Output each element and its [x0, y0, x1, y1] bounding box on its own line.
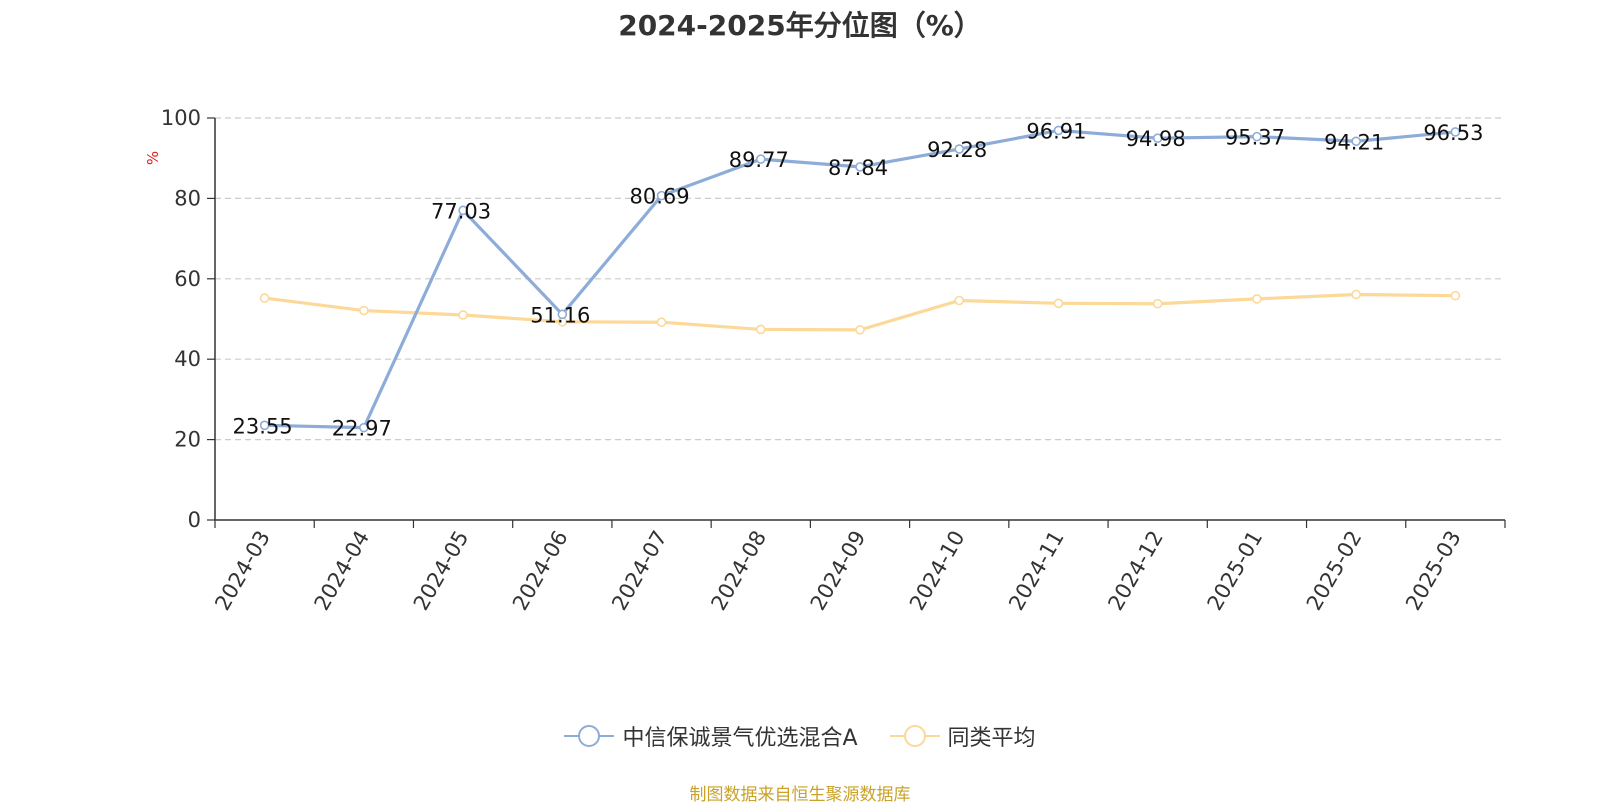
x-tick-label: 2024-04 — [310, 527, 375, 615]
data-label: 87.84 — [828, 156, 888, 180]
data-point — [458, 205, 468, 216]
x-tick-label: 2025-01 — [1203, 527, 1268, 615]
legend-marker-icon — [889, 725, 940, 747]
data-point — [1053, 298, 1064, 309]
data-point — [1351, 136, 1361, 147]
data-point — [1152, 298, 1163, 309]
data-label: 94.21 — [1324, 130, 1384, 154]
series-line — [264, 292, 1456, 332]
data-point — [1053, 125, 1064, 136]
data-label: 23.55 — [233, 414, 293, 438]
data-label: 96.53 — [1423, 121, 1483, 145]
legend-marker-icon — [564, 725, 615, 747]
data-point — [259, 293, 270, 303]
source-note: 制图数据来自恒生聚源数据库 — [689, 785, 911, 805]
data-point — [359, 305, 369, 316]
chart-title: 2024-2025年分位图（%） — [618, 9, 982, 42]
data-point — [855, 325, 865, 335]
data-point — [656, 190, 667, 201]
y-tick-label: 80 — [174, 186, 201, 210]
legend-label: 同类平均 — [947, 726, 1036, 751]
y-tick-label: 40 — [174, 347, 201, 371]
data-label: 92.28 — [927, 138, 987, 162]
data-point — [1351, 289, 1361, 300]
y-tick-label: 20 — [174, 428, 201, 452]
data-label: 77.03 — [431, 199, 491, 223]
legend-item[interactable]: 中信保诚景气优选混合A — [564, 720, 858, 752]
y-axis-label: % — [144, 151, 162, 165]
data-label: 96.91 — [1026, 119, 1086, 143]
data-point — [557, 309, 568, 320]
x-tick-label: 2024-08 — [706, 527, 771, 615]
data-point — [954, 144, 965, 154]
data-label: 89.77 — [729, 148, 789, 172]
data-point — [954, 295, 965, 306]
data-label: 80.69 — [629, 185, 689, 209]
line-chart: 0 20 40 60 80 100% 2024-03 2024-04 2024-05 2024-0… — [144, 106, 1506, 615]
data-label: 95.37 — [1225, 126, 1285, 150]
data-label: 51.16 — [530, 303, 590, 327]
y-tick-label: 60 — [174, 267, 201, 291]
x-tick-label: 2024-11 — [1004, 527, 1069, 615]
data-point — [1252, 131, 1262, 142]
legend-item[interactable]: 同类平均 — [889, 720, 1036, 752]
x-tick-label: 2025-03 — [1401, 527, 1466, 615]
x-tick-label: 2024-12 — [1103, 527, 1168, 615]
legend-label: 中信保诚景气优选混合A — [622, 726, 858, 751]
data-point — [458, 310, 468, 320]
x-tick-label: 2024-10 — [905, 527, 970, 615]
data-point — [1152, 133, 1163, 143]
y-tick-label: 0 — [188, 508, 201, 532]
x-tick-label: 2024-03 — [210, 527, 275, 615]
data-point — [359, 422, 369, 433]
x-tick-label: 2024-09 — [806, 527, 871, 615]
y-tick-label: 100 — [161, 106, 201, 130]
data-point — [755, 154, 766, 164]
x-tick-label: 2024-05 — [409, 527, 474, 615]
data-point — [1450, 290, 1461, 301]
data-point — [1252, 294, 1262, 304]
data-point — [259, 420, 270, 431]
data-point — [1450, 127, 1461, 137]
x-tick-label: 2024-06 — [508, 527, 573, 615]
data-point — [755, 324, 766, 335]
data-point — [656, 317, 667, 328]
legend: 中信保诚景气优选混合A 同类平均 — [0, 720, 1600, 752]
x-tick-label: 2025-02 — [1302, 527, 1367, 615]
data-point — [855, 162, 865, 172]
data-label: 22.97 — [332, 417, 392, 441]
x-tick-label: 2024-07 — [607, 527, 672, 615]
data-label: 94.98 — [1126, 127, 1186, 151]
